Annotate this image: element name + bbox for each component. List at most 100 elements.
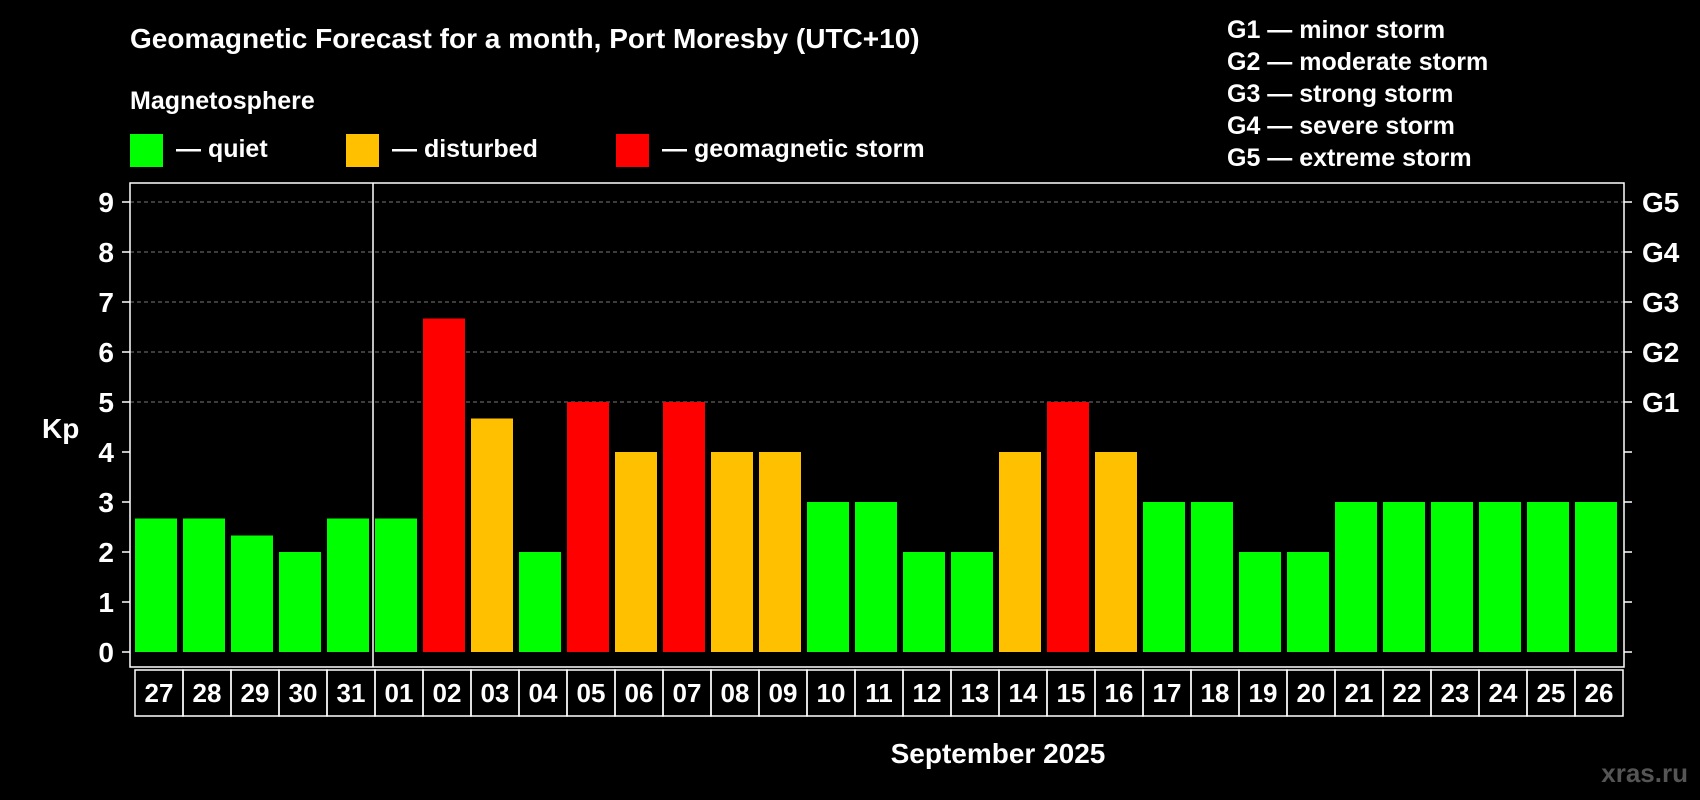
bar-25 (1527, 502, 1569, 652)
date-label-16: 16 (1105, 678, 1134, 708)
bar-09 (759, 452, 801, 652)
bar-12 (903, 552, 945, 652)
bar-28 (183, 518, 225, 652)
right-tick-label-g5: G5 (1642, 187, 1679, 218)
date-label-31: 31 (337, 678, 366, 708)
x-axis-label: September 2025 (891, 738, 1106, 769)
date-label-05: 05 (577, 678, 606, 708)
bar-14 (999, 452, 1041, 652)
date-cell-26 (1574, 669, 1624, 717)
legend-swatch-disturbed (346, 134, 379, 167)
date-label-25: 25 (1537, 678, 1566, 708)
right-tick-label-g2: G2 (1642, 337, 1679, 368)
date-label-20: 20 (1297, 678, 1326, 708)
y-tick-label-4: 4 (98, 437, 114, 468)
date-label-21: 21 (1345, 678, 1374, 708)
legend-label-storm: — geomagnetic storm (662, 135, 925, 163)
date-label-12: 12 (913, 678, 942, 708)
bar-07 (663, 402, 705, 652)
bar-05 (567, 402, 609, 652)
bar-23 (1431, 502, 1473, 652)
bar-08 (711, 452, 753, 652)
y-tick-label-8: 8 (98, 237, 114, 268)
date-label-01: 01 (385, 678, 414, 708)
storm-scale-g2: G2 — moderate storm (1227, 48, 1488, 76)
date-label-24: 24 (1489, 678, 1518, 708)
y-tick-label-0: 0 (98, 637, 114, 668)
bar-22 (1383, 502, 1425, 652)
date-label-03: 03 (481, 678, 510, 708)
bar-15 (1047, 402, 1089, 652)
date-label-14: 14 (1009, 678, 1038, 708)
legend-label-disturbed: — disturbed (392, 135, 538, 163)
y-tick-label-3: 3 (98, 487, 114, 518)
right-tick-label-g3: G3 (1642, 287, 1679, 318)
date-row: 27 28 29 30 31 01 02 03 04 05 06 07 08 09 10 11 12 13 14 15… (134, 669, 1624, 717)
bar-24 (1479, 502, 1521, 652)
bar-26 (1575, 502, 1617, 652)
bar-17 (1143, 502, 1185, 652)
bar-11 (855, 502, 897, 652)
chart-title: Geomagnetic Forecast for a month, Port M… (130, 23, 920, 54)
bar-30 (279, 552, 321, 652)
date-label-26: 26 (1585, 678, 1614, 708)
bar-31 (327, 518, 369, 652)
date-label-09: 09 (769, 678, 798, 708)
bar-10 (807, 502, 849, 652)
bar-04 (519, 552, 561, 652)
y-tick-label-7: 7 (98, 287, 114, 318)
y-tick-label-9: 9 (98, 187, 114, 218)
storm-scale-g5: G5 — extreme storm (1227, 144, 1472, 172)
y-tick-label-5: 5 (98, 387, 114, 418)
date-label-07: 07 (673, 678, 702, 708)
bars (135, 318, 1617, 652)
date-label-30: 30 (289, 678, 318, 708)
legend: — quiet — disturbed — geomagnetic storm (130, 134, 925, 167)
bar-20 (1287, 552, 1329, 652)
bar-01 (375, 518, 417, 652)
bar-29 (231, 535, 273, 652)
date-label-11: 11 (865, 678, 893, 708)
date-label-19: 19 (1249, 678, 1278, 708)
date-label-29: 29 (241, 678, 270, 708)
watermark: xras.ru (1601, 758, 1688, 788)
bar-02 (423, 318, 465, 652)
date-label-10: 10 (817, 678, 846, 708)
date-label-04: 04 (529, 678, 558, 708)
legend-title: Magnetosphere (130, 87, 315, 115)
right-tick-label-g4: G4 (1642, 237, 1680, 268)
storm-scale-legend: G1 — minor storm G2 — moderate storm G3 … (1227, 16, 1488, 172)
right-axis: G1 G2 G3 G4 G5 (1624, 187, 1680, 653)
date-label-13: 13 (961, 678, 990, 708)
legend-swatch-quiet (130, 134, 163, 167)
legend-swatch-storm (616, 134, 649, 167)
bar-03 (471, 418, 513, 652)
y-axis-label: Kp (42, 413, 79, 444)
date-label-02: 02 (433, 678, 462, 708)
storm-scale-g1: G1 — minor storm (1227, 16, 1445, 44)
bar-06 (615, 452, 657, 652)
date-label-28: 28 (193, 678, 222, 708)
plot-frame (129, 182, 1625, 668)
date-label-18: 18 (1201, 678, 1230, 708)
date-label-17: 17 (1153, 678, 1182, 708)
bar-18 (1191, 502, 1233, 652)
gridlines (130, 201, 1624, 403)
date-label-22: 22 (1393, 678, 1422, 708)
left-axis: 0 1 2 3 4 5 6 7 8 9 (98, 187, 130, 668)
legend-label-quiet: — quiet (176, 135, 268, 163)
bar-16 (1095, 452, 1137, 652)
date-label-15: 15 (1057, 678, 1086, 708)
storm-scale-g4: G4 — severe storm (1227, 112, 1455, 140)
y-tick-label-2: 2 (98, 537, 114, 568)
storm-scale-g3: G3 — strong storm (1227, 80, 1453, 108)
bar-21 (1335, 502, 1377, 652)
date-label-06: 06 (625, 678, 654, 708)
date-label-08: 08 (721, 678, 750, 708)
y-tick-label-1: 1 (98, 587, 114, 618)
date-label-27: 27 (145, 678, 174, 708)
bar-19 (1239, 552, 1281, 652)
right-tick-label-g1: G1 (1642, 387, 1679, 418)
date-label-23: 23 (1441, 678, 1470, 708)
